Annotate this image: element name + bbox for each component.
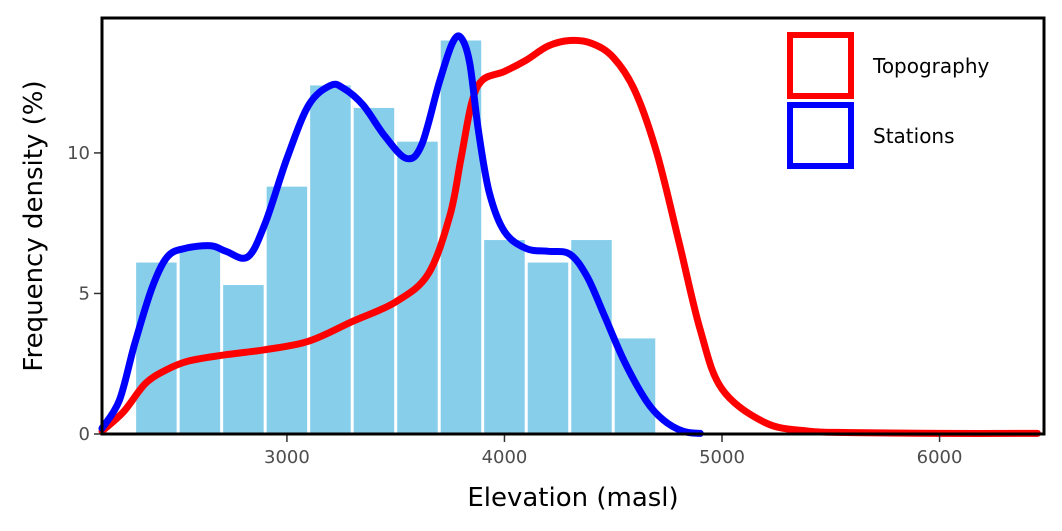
histogram-bar xyxy=(223,285,264,434)
density-curve-stations xyxy=(98,32,704,437)
x-axis-title: Elevation (masl) xyxy=(467,483,678,513)
density-curves xyxy=(98,32,1041,437)
density-curve-topography xyxy=(98,36,1041,437)
x-axis-ticks: 3000 4000 5000 6000 xyxy=(264,435,963,468)
histogram-bar xyxy=(527,262,569,434)
y-tick-label: 10 xyxy=(67,143,90,164)
x-tick-label: 3000 xyxy=(264,447,310,468)
legend-key-stations xyxy=(787,102,854,169)
x-tick-label: 6000 xyxy=(917,447,963,468)
legend-label-stations: Stations xyxy=(873,124,955,148)
histogram-bar xyxy=(136,262,177,434)
histogram-bar xyxy=(179,248,221,434)
plot-panel-border xyxy=(100,16,1046,436)
legend-key-topography xyxy=(787,32,854,99)
y-tick-label: 0 xyxy=(79,424,90,445)
histogram-bar xyxy=(484,240,525,434)
y-axis-title: Frequency density (%) xyxy=(19,80,49,371)
legend: Topography Stations xyxy=(787,32,990,169)
histogram-bar xyxy=(353,107,395,434)
y-axis-ticks: 0 5 10 xyxy=(67,143,101,445)
x-tick-label: 4000 xyxy=(482,447,528,468)
legend-label-topography: Topography xyxy=(872,54,990,78)
y-tick-label: 5 xyxy=(79,283,90,304)
histogram-bar xyxy=(266,186,308,434)
histogram-bar xyxy=(310,85,351,434)
histogram-bars xyxy=(136,40,656,435)
histogram-bar xyxy=(571,240,612,434)
x-tick-label: 5000 xyxy=(699,447,745,468)
